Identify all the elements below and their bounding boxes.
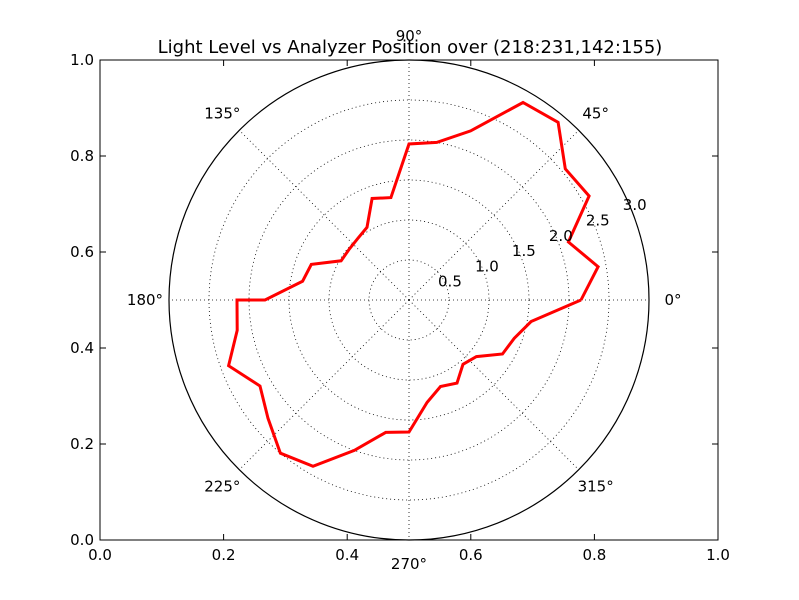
angular-grid-line: [239, 130, 410, 301]
polar-labels: 0° 45° 90° 135° 180° 225° 270° 315° 0.5 1.0 1.5 2.0…: [127, 27, 682, 573]
series-layer: [226, 100, 600, 468]
r-tick-label: 1.5: [512, 242, 536, 260]
y-tick-label: 0.8: [70, 147, 94, 165]
r-tick-label: 2.0: [549, 227, 573, 245]
x-tick-label: 0.4: [335, 546, 359, 564]
background-axes: 0.0 0.2 0.4 0.6 0.8 1.0 0.0 0.2 0.4 0.6 0.8 1.0: [70, 51, 730, 564]
theta-tick-label: 0°: [664, 291, 681, 309]
y-tick-label: 0.2: [70, 435, 94, 453]
theta-tick-label: 315°: [578, 478, 614, 496]
x-tick-label: 1.0: [706, 546, 730, 564]
angular-grid-line: [408, 130, 579, 301]
r-tick-label: 1.0: [475, 257, 499, 275]
x-tick-label: 0.6: [459, 546, 483, 564]
theta-tick-label: 270°: [391, 555, 427, 573]
y-tick-label: 0.4: [70, 339, 94, 357]
polar-grid: [169, 60, 649, 540]
series-line: [226, 100, 600, 468]
theta-tick-label: 45°: [582, 104, 609, 122]
angular-grid-line: [408, 299, 579, 470]
theta-tick-label: 225°: [204, 478, 240, 496]
y-tick-label: 0.0: [70, 531, 94, 549]
x-tick-label: 0.0: [88, 546, 112, 564]
x-tick-label: 0.2: [212, 546, 236, 564]
theta-tick-label: 135°: [204, 104, 240, 122]
theta-tick-label: 180°: [127, 291, 163, 309]
chart-title: Light Level vs Analyzer Position over (2…: [158, 37, 663, 58]
r-tick-label: 0.5: [438, 273, 462, 291]
y-tick-label: 1.0: [70, 51, 94, 69]
polar-outer-circle: [168, 59, 650, 541]
r-tick-label: 2.5: [586, 211, 610, 229]
y-tick-label: 0.6: [70, 243, 94, 261]
theta-tick-label: 90°: [396, 27, 423, 45]
angular-grid-line: [239, 299, 410, 470]
r-tick-label: 3.0: [623, 196, 647, 214]
x-tick-label: 0.8: [582, 546, 606, 564]
